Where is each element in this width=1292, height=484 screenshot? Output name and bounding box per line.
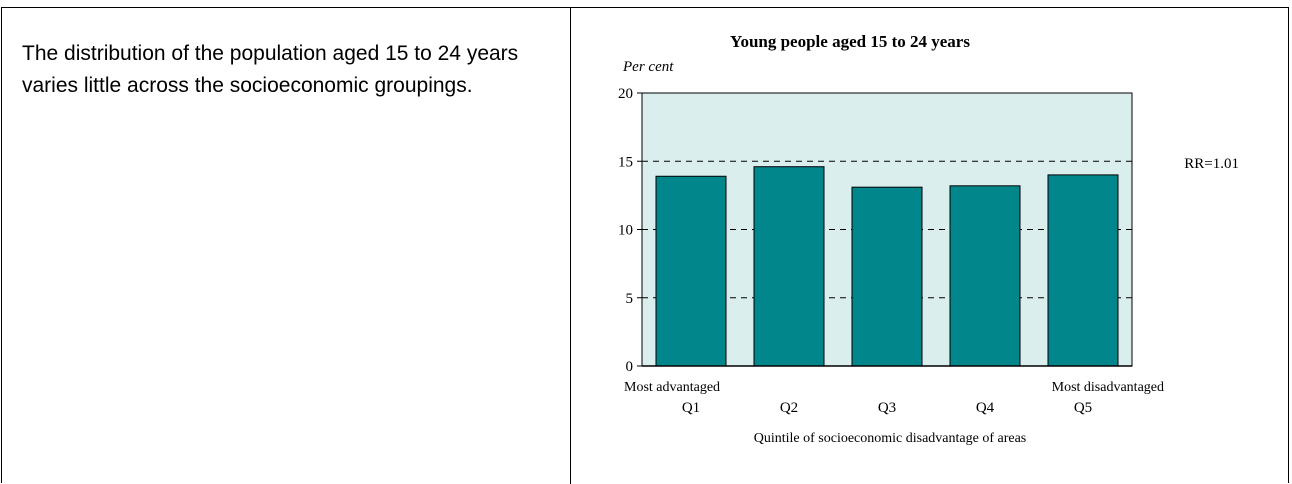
category-note-most-disadvantaged: Most disadvantaged	[1052, 380, 1164, 395]
y-tick-label-1: 5	[626, 291, 634, 307]
bar-q5	[1047, 174, 1119, 367]
annotation-rr: RR=1.01	[1184, 156, 1239, 172]
x-axis-label: Quintile of socioeconomic disadvantage o…	[754, 431, 1027, 446]
y-axis-label: Per cent	[622, 59, 674, 75]
column-divider	[570, 8, 571, 484]
bar-q3	[851, 186, 923, 367]
x-tick-label-q5: Q5	[1074, 400, 1092, 416]
description-text: The distribution of the population aged …	[22, 42, 519, 97]
x-tick-label-q2: Q2	[780, 400, 798, 416]
y-tick-label-3: 15	[618, 154, 633, 170]
y-tick-label-4: 20	[618, 86, 633, 102]
content-frame	[1, 7, 1289, 484]
y-tick-label-0: 0	[626, 359, 634, 375]
bar-q4	[949, 185, 1021, 367]
bar-q1	[655, 175, 727, 367]
x-tick-label-q1: Q1	[682, 400, 700, 416]
category-note-most-advantaged: Most advantaged	[624, 380, 720, 395]
x-tick-label-q3: Q3	[878, 400, 896, 416]
y-tick-label-2: 10	[618, 223, 633, 239]
bar-q2	[753, 166, 825, 367]
chart-title: Young people aged 15 to 24 years	[730, 32, 970, 51]
x-tick-label-q4: Q4	[976, 400, 995, 416]
